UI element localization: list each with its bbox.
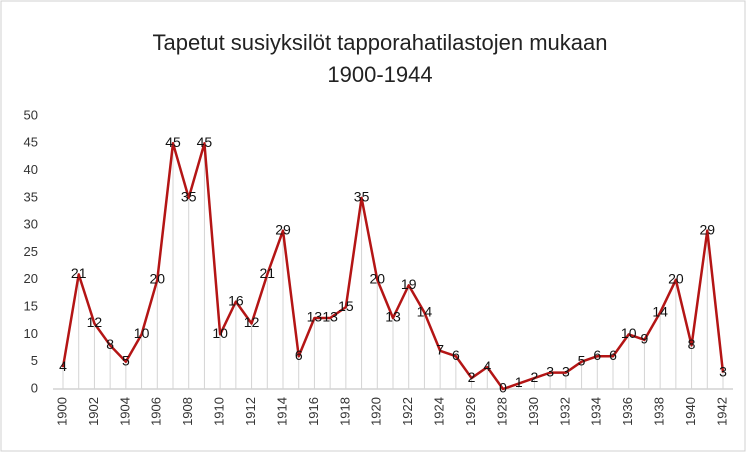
y-tick-label: 45: [24, 135, 38, 150]
chart-title-line: 1900-1944: [327, 62, 432, 87]
x-tick-label: 1914: [274, 397, 289, 426]
data-label: 10: [212, 325, 228, 341]
y-tick-label: 40: [24, 162, 38, 177]
data-label: 6: [609, 347, 617, 363]
data-label: 12: [87, 314, 103, 330]
x-tick-label: 1920: [369, 397, 384, 426]
x-tick-label: 1912: [243, 397, 258, 426]
x-tick-label: 1932: [557, 397, 572, 426]
x-tick-label: 1922: [400, 397, 415, 426]
x-tick-label: 1908: [180, 397, 195, 426]
data-label: 14: [652, 303, 668, 319]
data-label: 21: [71, 265, 87, 281]
x-tick-label: 1904: [117, 397, 132, 426]
data-label: 3: [719, 363, 727, 379]
data-label: 45: [165, 134, 181, 150]
data-label: 10: [134, 325, 150, 341]
data-label: 16: [228, 292, 244, 308]
data-label: 5: [578, 352, 586, 368]
x-tick-label: 1930: [526, 397, 541, 426]
data-label: 35: [354, 189, 370, 205]
data-label: 13: [385, 309, 401, 325]
x-tick-label: 1938: [652, 397, 667, 426]
data-label: 6: [593, 347, 601, 363]
x-tick-label: 1902: [86, 397, 101, 426]
x-tick-label: 1940: [683, 397, 698, 426]
data-label: 13: [322, 309, 338, 325]
data-label: 2: [531, 369, 539, 385]
y-tick-label: 35: [24, 189, 38, 204]
data-label: 2: [468, 369, 476, 385]
data-label: 9: [641, 331, 649, 347]
data-label: 45: [197, 134, 213, 150]
data-label: 3: [562, 363, 570, 379]
y-tick-label: 30: [24, 217, 38, 232]
data-label: 3: [546, 363, 554, 379]
data-label: 20: [668, 271, 684, 287]
data-label: 0: [499, 380, 507, 396]
data-label: 4: [59, 358, 67, 374]
data-label: 4: [483, 358, 491, 374]
x-tick-label: 1924: [432, 397, 447, 426]
y-tick-label: 50: [24, 107, 38, 122]
data-label: 13: [307, 309, 323, 325]
data-label: 8: [688, 336, 696, 352]
x-tick-label: 1906: [149, 397, 164, 426]
x-tick-label: 1928: [494, 397, 509, 426]
y-tick-label: 15: [24, 299, 38, 314]
x-tick-label: 1942: [714, 397, 729, 426]
data-label: 29: [699, 221, 715, 237]
data-label: 14: [417, 303, 433, 319]
y-tick-label: 20: [24, 271, 38, 286]
data-label: 7: [436, 341, 444, 357]
data-label: 6: [295, 347, 303, 363]
x-tick-label: 1900: [54, 397, 69, 426]
x-tick-label: 1934: [589, 397, 604, 426]
data-line: [61, 142, 725, 391]
chart-title-line: Tapetut susiyksilöt tapporahatilastojen …: [153, 30, 608, 55]
x-tick-label: 1936: [620, 397, 635, 426]
y-tick-label: 0: [31, 380, 38, 395]
data-label: 35: [181, 189, 197, 205]
x-tick-label: 1926: [463, 397, 478, 426]
data-label: 19: [401, 276, 417, 292]
data-label: 12: [244, 314, 260, 330]
data-label: 8: [106, 336, 114, 352]
y-tick-label: 10: [24, 326, 38, 341]
y-tick-label: 5: [31, 353, 38, 368]
x-tick-label: 1916: [306, 397, 321, 426]
data-label: 20: [149, 271, 165, 287]
data-label: 29: [275, 221, 291, 237]
data-label: 1: [515, 374, 523, 390]
data-label: 21: [259, 265, 275, 281]
y-tick-label: 25: [24, 244, 38, 259]
data-label: 6: [452, 347, 460, 363]
data-label: 15: [338, 298, 354, 314]
data-label: 10: [621, 325, 637, 341]
data-label: 5: [122, 352, 130, 368]
data-label: 20: [369, 271, 385, 287]
x-tick-label: 1918: [337, 397, 352, 426]
x-tick-label: 1910: [212, 397, 227, 426]
